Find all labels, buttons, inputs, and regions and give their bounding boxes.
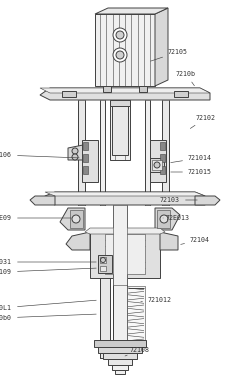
Text: 721014: 721014 xyxy=(171,155,212,162)
Text: 72E013: 72E013 xyxy=(163,215,190,221)
Polygon shape xyxy=(195,196,220,205)
Circle shape xyxy=(72,215,80,223)
Text: 72108: 72108 xyxy=(125,347,150,356)
Polygon shape xyxy=(45,192,205,205)
Bar xyxy=(145,100,150,205)
Polygon shape xyxy=(85,228,165,234)
Bar xyxy=(98,345,142,353)
Bar xyxy=(112,100,128,155)
Text: 72104: 72104 xyxy=(181,237,210,244)
Polygon shape xyxy=(95,8,168,14)
Text: 32109: 32109 xyxy=(0,268,96,275)
Text: 721015: 721015 xyxy=(171,169,212,175)
Bar xyxy=(150,140,166,182)
Circle shape xyxy=(116,31,124,39)
Bar xyxy=(110,100,130,106)
Bar xyxy=(94,340,146,347)
Bar xyxy=(152,160,162,170)
Text: 7210L1: 7210L1 xyxy=(0,300,96,311)
Bar xyxy=(160,166,165,174)
Polygon shape xyxy=(45,192,205,196)
Circle shape xyxy=(116,51,124,59)
Text: 721012: 721012 xyxy=(141,297,172,303)
Bar xyxy=(103,353,137,359)
Polygon shape xyxy=(30,196,55,205)
Bar xyxy=(110,100,130,160)
Polygon shape xyxy=(66,232,90,250)
Bar xyxy=(70,210,83,228)
Polygon shape xyxy=(68,145,83,160)
Text: 72103: 72103 xyxy=(160,197,197,203)
Bar xyxy=(127,286,145,344)
Circle shape xyxy=(101,258,106,262)
Bar xyxy=(83,166,88,174)
Bar xyxy=(160,142,165,150)
Text: 721031: 721031 xyxy=(0,259,96,265)
Circle shape xyxy=(160,215,168,223)
Polygon shape xyxy=(160,232,178,250)
Bar xyxy=(113,278,127,358)
Bar xyxy=(100,257,106,263)
Bar xyxy=(83,154,88,162)
Bar xyxy=(95,14,155,86)
Polygon shape xyxy=(155,208,180,230)
Bar xyxy=(100,100,105,205)
Circle shape xyxy=(72,148,78,154)
Circle shape xyxy=(113,28,127,42)
Circle shape xyxy=(113,48,127,62)
Polygon shape xyxy=(60,208,85,230)
Circle shape xyxy=(72,154,78,160)
Polygon shape xyxy=(40,88,210,100)
Bar xyxy=(98,255,112,273)
Bar xyxy=(78,100,85,205)
Text: 72106: 72106 xyxy=(0,152,79,158)
Bar xyxy=(62,91,76,97)
Text: 72105: 72105 xyxy=(151,49,188,61)
Bar xyxy=(82,140,98,182)
Bar xyxy=(150,158,164,172)
Bar xyxy=(157,210,170,228)
Bar xyxy=(105,234,145,274)
Bar xyxy=(112,365,128,370)
Polygon shape xyxy=(40,88,210,93)
Text: 7210b0: 7210b0 xyxy=(0,314,96,321)
Bar xyxy=(113,205,127,285)
Text: 72E09: 72E09 xyxy=(0,215,71,221)
Bar xyxy=(139,86,147,92)
Circle shape xyxy=(154,162,160,168)
Bar xyxy=(115,370,125,374)
Polygon shape xyxy=(155,8,168,86)
Text: 72102: 72102 xyxy=(190,115,216,129)
Bar xyxy=(83,142,88,150)
Bar xyxy=(108,359,132,365)
Bar xyxy=(160,154,165,162)
Text: 7210b: 7210b xyxy=(176,71,196,86)
Bar xyxy=(174,91,188,97)
Bar xyxy=(100,266,106,271)
Bar xyxy=(162,100,169,205)
Bar xyxy=(90,228,160,278)
Bar xyxy=(100,278,110,358)
Bar xyxy=(103,86,111,92)
